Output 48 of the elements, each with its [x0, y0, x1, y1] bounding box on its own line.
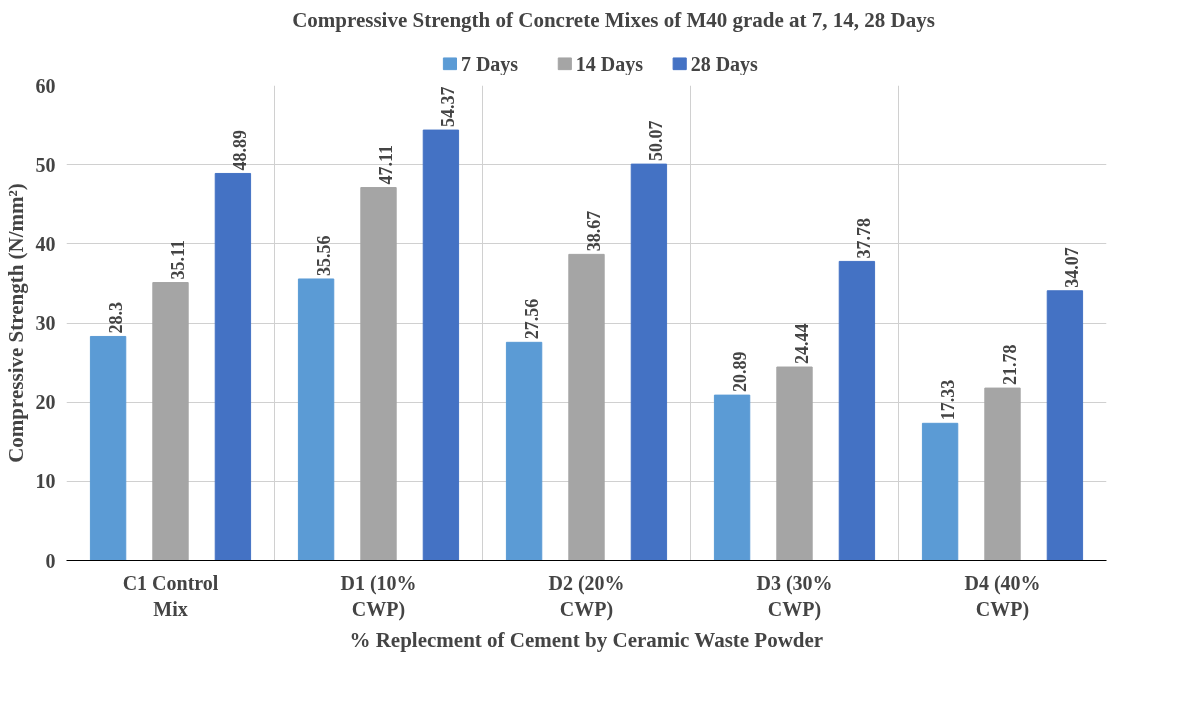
data-label: 34.07 — [1062, 247, 1083, 288]
data-label: 17.33 — [937, 379, 958, 421]
data-label: 54.37 — [438, 86, 459, 128]
bar — [630, 163, 668, 561]
bar — [422, 129, 460, 561]
bar — [360, 187, 397, 561]
bar — [505, 341, 543, 561]
y-tick-label: 40 — [35, 232, 56, 255]
y-tick-label: 10 — [35, 470, 56, 493]
x-tick-label: D2 (20% CWP) — [548, 571, 625, 621]
x-tick-label: D1 (10% CWP) — [340, 571, 417, 621]
data-label: 38.67 — [584, 210, 604, 252]
bar — [838, 260, 876, 561]
legend-label: 7 Days — [460, 52, 519, 76]
data-label: 48.89 — [230, 129, 251, 171]
data-label: 21.78 — [1000, 344, 1020, 386]
y-tick-label: 0 — [45, 549, 56, 572]
data-label: 28.3 — [105, 301, 126, 334]
legend-label: 28 Days — [690, 52, 759, 76]
legend-label: 14 Days — [575, 52, 644, 76]
bar — [568, 253, 605, 561]
data-label: 37.78 — [854, 217, 875, 259]
bar — [89, 335, 127, 561]
chart-title: Compressive Strength of Concrete Mixes of M40 grade at 7, 14, 28 Days — [292, 7, 935, 32]
x-tick-label: C1 Control Mix — [122, 571, 219, 620]
x-tick-label: D3 (30% CWP) — [756, 571, 833, 621]
bar — [776, 366, 813, 561]
y-axis-title: Compressive Strength (N/mm²) — [3, 183, 28, 463]
bar — [1046, 290, 1084, 561]
data-label: 24.44 — [792, 323, 812, 365]
bar — [297, 278, 335, 561]
data-label: 50.07 — [646, 120, 667, 162]
y-tick-label: 60 — [35, 74, 56, 97]
y-tick-label: 50 — [35, 153, 56, 176]
y-tick-label: 30 — [35, 312, 56, 334]
bar — [214, 172, 252, 561]
data-label: 47.11 — [376, 145, 396, 185]
bar — [713, 394, 751, 561]
bar — [921, 422, 959, 561]
x-tick-label: D4 (40% CWP) — [964, 571, 1041, 621]
bar — [984, 387, 1021, 561]
x-axis-title: % Replecment of Cement by Ceramic Waste Powder — [349, 627, 824, 652]
data-label: 35.56 — [313, 235, 334, 276]
y-tick-label: 20 — [35, 391, 56, 414]
data-label: 35.11 — [168, 240, 188, 280]
data-label: 20.89 — [729, 351, 750, 393]
bar — [152, 282, 189, 561]
data-label: 27.56 — [521, 298, 542, 340]
